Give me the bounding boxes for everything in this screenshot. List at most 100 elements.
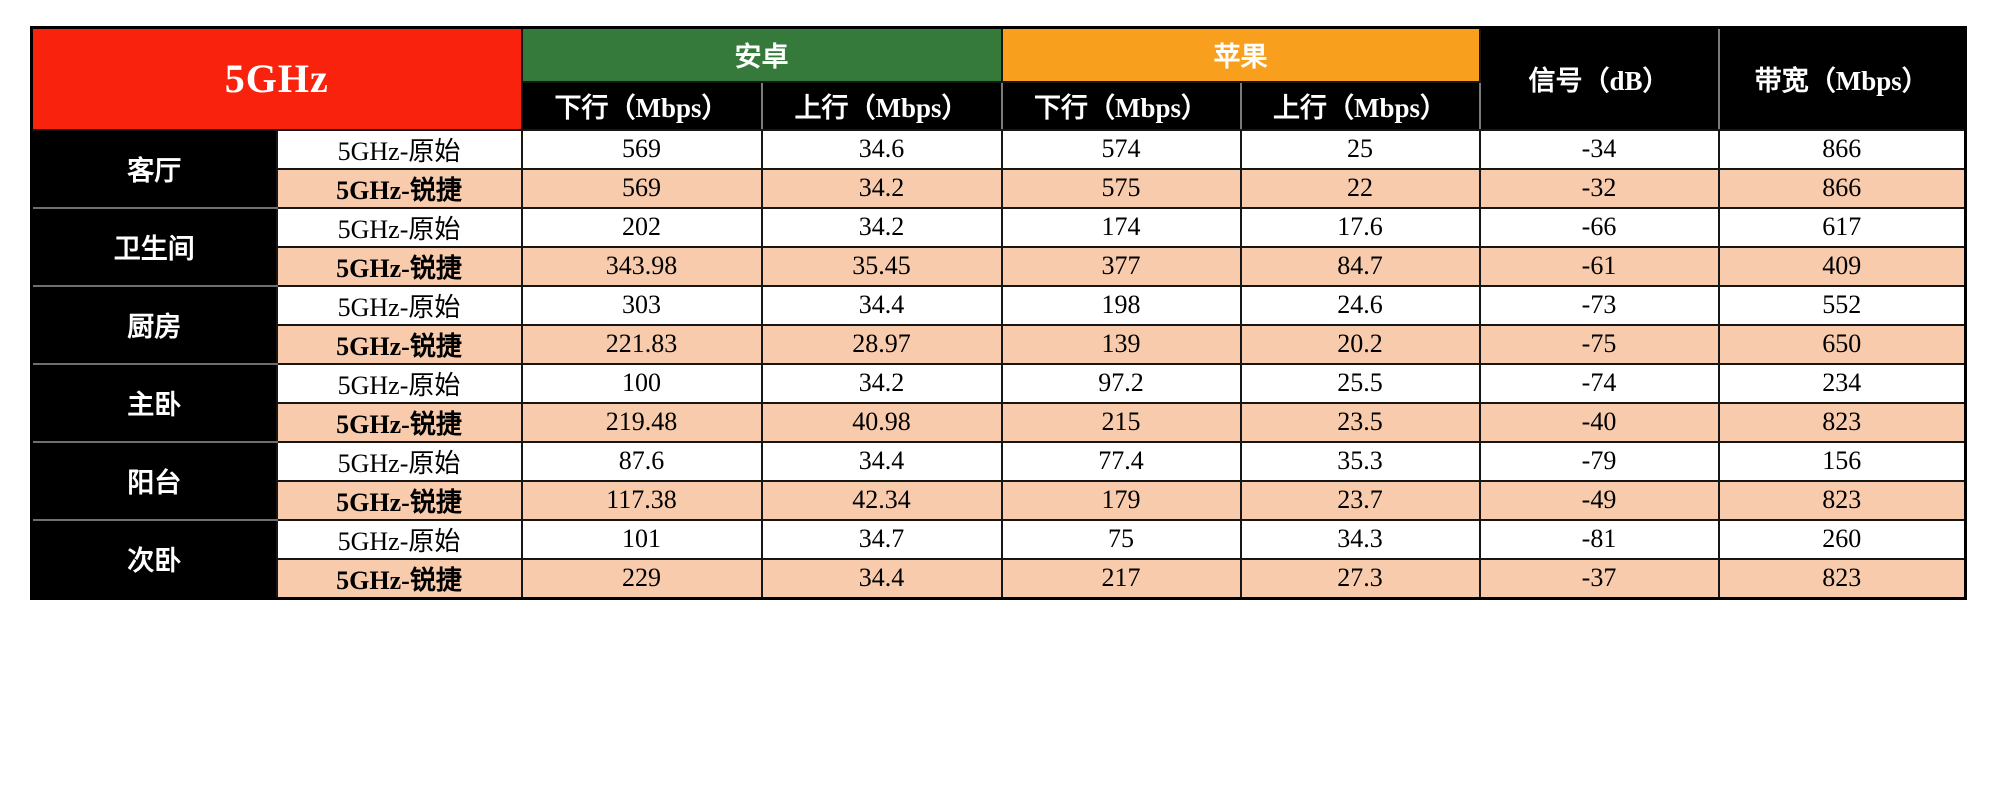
- signal-cell: -61: [1478, 245, 1720, 287]
- android-downlink-header: 下行（Mbps）: [520, 80, 763, 131]
- table-row: 5GHz-锐捷 343.98 35.45 377 84.7 -61 409: [32, 245, 1967, 287]
- apple-uplink-cell: 35.3: [1239, 440, 1481, 482]
- bandwidth-header: 带宽（Mbps）: [1717, 26, 1967, 131]
- table-body: 客厅 5GHz-原始 569 34.6 574 25 -34 866 5GHz-锐捷 569 34.…: [30, 128, 1967, 599]
- android-uplink-cell: 34.2: [760, 362, 1003, 404]
- bandwidth-cell: 823: [1717, 479, 1967, 521]
- apple-downlink-cell: 217: [1000, 557, 1242, 599]
- row-type-cell: 5GHz-原始: [275, 440, 523, 482]
- room-name-cell: 客厅: [30, 128, 278, 209]
- android-uplink-cell: 34.6: [760, 128, 1003, 170]
- row-type-cell: 5GHz-原始: [275, 128, 523, 170]
- android-uplink-cell: 34.4: [760, 557, 1003, 599]
- apple-uplink-cell: 84.7: [1239, 245, 1481, 287]
- row-type-cell: 5GHz-锐捷: [275, 479, 523, 521]
- apple-uplink-cell: 23.7: [1239, 479, 1481, 521]
- signal-cell: -81: [1478, 518, 1720, 560]
- apple-group-header: 苹果: [1000, 26, 1481, 83]
- android-downlink-cell: 303: [520, 284, 763, 326]
- row-type-cell: 5GHz-锐捷: [275, 557, 523, 599]
- table-row: 5GHz-锐捷 219.48 40.98 215 23.5 -40 823: [32, 401, 1967, 443]
- apple-downlink-cell: 174: [1000, 206, 1242, 248]
- bandwidth-cell: 260: [1717, 518, 1967, 560]
- apple-downlink-cell: 139: [1000, 323, 1242, 365]
- signal-header: 信号（dB）: [1478, 26, 1720, 131]
- android-downlink-cell: 229: [520, 557, 763, 599]
- bandwidth-cell: 823: [1717, 557, 1967, 599]
- apple-uplink-cell: 27.3: [1239, 557, 1481, 599]
- bandwidth-cell: 866: [1717, 128, 1967, 170]
- apple-uplink-cell: 34.3: [1239, 518, 1481, 560]
- android-uplink-cell: 34.4: [760, 440, 1003, 482]
- apple-uplink-cell: 25: [1239, 128, 1481, 170]
- apple-downlink-cell: 215: [1000, 401, 1242, 443]
- signal-cell: -34: [1478, 128, 1720, 170]
- android-downlink-cell: 219.48: [520, 401, 763, 443]
- table-row: 5GHz-锐捷 117.38 42.34 179 23.7 -49 823: [32, 479, 1967, 521]
- android-uplink-cell: 35.45: [760, 245, 1003, 287]
- apple-uplink-cell: 22: [1239, 167, 1481, 209]
- table-row: 5GHz-锐捷 229 34.4 217 27.3 -37 823: [32, 557, 1967, 599]
- apple-uplink-cell: 25.5: [1239, 362, 1481, 404]
- signal-cell: -74: [1478, 362, 1720, 404]
- row-type-cell: 5GHz-原始: [275, 518, 523, 560]
- apple-downlink-cell: 97.2: [1000, 362, 1242, 404]
- android-group-header: 安卓: [520, 26, 1003, 83]
- table-row: 5GHz-锐捷 221.83 28.97 139 20.2 -75 650: [32, 323, 1967, 365]
- apple-downlink-cell: 75: [1000, 518, 1242, 560]
- apple-downlink-cell: 377: [1000, 245, 1242, 287]
- room-name-cell: 卫生间: [30, 206, 278, 287]
- sub-header-row: 下行（Mbps） 上行（Mbps） 下行（Mbps） 上行（Mbps）: [32, 80, 1966, 131]
- android-uplink-cell: 34.2: [760, 206, 1003, 248]
- apple-uplink-cell: 17.6: [1239, 206, 1481, 248]
- table-row: 主卧 5GHz-原始 100 34.2 97.2 25.5 -74 234: [30, 362, 1967, 443]
- android-uplink-cell: 34.7: [760, 518, 1003, 560]
- signal-cell: -75: [1478, 323, 1720, 365]
- android-uplink-cell: 34.2: [760, 167, 1003, 209]
- signal-cell: -40: [1478, 401, 1720, 443]
- bandwidth-cell: 866: [1717, 167, 1967, 209]
- freq-header: 5GHz: [30, 26, 523, 131]
- row-type-cell: 5GHz-锐捷: [275, 401, 523, 443]
- android-uplink-cell: 28.97: [760, 323, 1003, 365]
- bandwidth-cell: 552: [1717, 284, 1967, 326]
- android-uplink-cell: 34.4: [760, 284, 1003, 326]
- bandwidth-cell: 156: [1717, 440, 1967, 482]
- table-row: 卫生间 5GHz-原始 202 34.2 174 17.6 -66 617: [30, 206, 1967, 287]
- row-type-cell: 5GHz-原始: [275, 284, 523, 326]
- signal-cell: -66: [1478, 206, 1720, 248]
- bandwidth-cell: 409: [1717, 245, 1967, 287]
- android-downlink-cell: 221.83: [520, 323, 763, 365]
- signal-cell: -73: [1478, 284, 1720, 326]
- table-row: 客厅 5GHz-原始 569 34.6 574 25 -34 866: [30, 128, 1967, 209]
- apple-downlink-cell: 574: [1000, 128, 1242, 170]
- signal-cell: -79: [1478, 440, 1720, 482]
- signal-cell: -37: [1478, 557, 1720, 599]
- apple-downlink-cell: 198: [1000, 284, 1242, 326]
- apple-downlink-cell: 179: [1000, 479, 1242, 521]
- row-type-cell: 5GHz-原始: [275, 206, 523, 248]
- android-downlink-cell: 202: [520, 206, 763, 248]
- apple-uplink-header: 上行（Mbps）: [1239, 80, 1481, 131]
- apple-downlink-cell: 575: [1000, 167, 1242, 209]
- signal-cell: -32: [1478, 167, 1720, 209]
- apple-uplink-cell: 20.2: [1239, 323, 1481, 365]
- android-downlink-cell: 569: [520, 167, 763, 209]
- room-name-cell: 厨房: [30, 284, 278, 365]
- row-type-cell: 5GHz-原始: [275, 362, 523, 404]
- bandwidth-cell: 617: [1717, 206, 1967, 248]
- row-type-cell: 5GHz-锐捷: [275, 245, 523, 287]
- android-downlink-cell: 569: [520, 128, 763, 170]
- android-downlink-cell: 87.6: [520, 440, 763, 482]
- apple-downlink-cell: 77.4: [1000, 440, 1242, 482]
- android-downlink-cell: 100: [520, 362, 763, 404]
- row-type-cell: 5GHz-锐捷: [275, 323, 523, 365]
- room-name-cell: 次卧: [30, 518, 278, 599]
- table-row: 阳台 5GHz-原始 87.6 34.4 77.4 35.3 -79 156: [30, 440, 1967, 521]
- apple-uplink-cell: 23.5: [1239, 401, 1481, 443]
- apple-uplink-cell: 24.6: [1239, 284, 1481, 326]
- room-name-cell: 主卧: [30, 362, 278, 443]
- table-row: 厨房 5GHz-原始 303 34.4 198 24.6 -73 552: [30, 284, 1967, 365]
- wifi-performance-table: 5GHz 安卓 苹果 信号（dB） 带宽（Mbps） 下行（Mbps） 上行（M…: [30, 26, 1968, 600]
- android-downlink-cell: 101: [520, 518, 763, 560]
